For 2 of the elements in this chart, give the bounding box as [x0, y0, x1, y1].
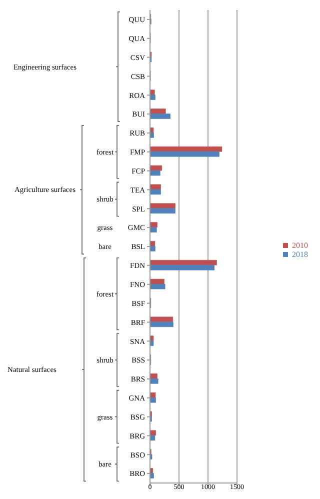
legend-label: 2010 [292, 240, 308, 250]
legend-label: 2018 [292, 250, 308, 258]
